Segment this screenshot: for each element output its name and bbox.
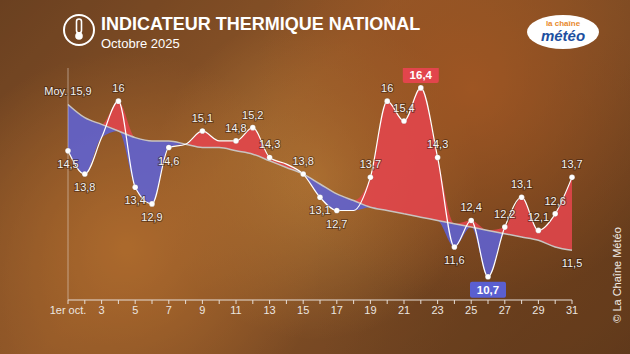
svg-text:13,1: 13,1 — [309, 204, 330, 216]
svg-text:21: 21 — [398, 304, 410, 316]
svg-text:13: 13 — [263, 304, 275, 316]
svg-text:27: 27 — [499, 304, 511, 316]
svg-text:17: 17 — [331, 304, 343, 316]
svg-text:12,2: 12,2 — [494, 208, 515, 220]
svg-text:10,7: 10,7 — [477, 284, 499, 296]
svg-text:14,6: 14,6 — [158, 155, 179, 167]
svg-text:15,1: 15,1 — [192, 112, 213, 124]
svg-text:11,5: 11,5 — [562, 257, 583, 269]
svg-text:13,8: 13,8 — [292, 155, 313, 167]
svg-text:7: 7 — [166, 304, 172, 316]
svg-text:3: 3 — [99, 304, 105, 316]
svg-text:15: 15 — [297, 304, 309, 316]
svg-text:11,6: 11,6 — [444, 254, 465, 266]
svg-text:12,4: 12,4 — [460, 201, 481, 213]
svg-text:19: 19 — [364, 304, 376, 316]
svg-text:5: 5 — [132, 304, 138, 316]
svg-text:14,3: 14,3 — [259, 138, 280, 150]
svg-text:12,9: 12,9 — [141, 211, 162, 223]
svg-text:12,7: 12,7 — [326, 218, 347, 230]
svg-text:13,7: 13,7 — [561, 158, 582, 170]
svg-text:Moy. 15,9: Moy. 15,9 — [44, 85, 92, 97]
svg-text:14,5: 14,5 — [57, 158, 78, 170]
svg-text:29: 29 — [532, 304, 544, 316]
svg-text:14,3: 14,3 — [427, 138, 448, 150]
svg-text:13,1: 13,1 — [511, 178, 532, 190]
svg-text:Octobre 2025: Octobre 2025 — [101, 36, 180, 51]
svg-text:14,8: 14,8 — [225, 122, 246, 134]
svg-text:INDICATEUR THERMIQUE NATIONAL: INDICATEUR THERMIQUE NATIONAL — [101, 14, 420, 34]
svg-text:16,4: 16,4 — [410, 69, 433, 81]
svg-text:9: 9 — [199, 304, 205, 316]
svg-text:13,4: 13,4 — [124, 194, 145, 206]
svg-text:23: 23 — [431, 304, 443, 316]
svg-text:15,2: 15,2 — [242, 109, 263, 121]
svg-text:12,1: 12,1 — [528, 211, 549, 223]
svg-text:1er oct.: 1er oct. — [50, 304, 87, 316]
svg-text:12,6: 12,6 — [544, 195, 565, 207]
svg-text:16: 16 — [112, 82, 124, 94]
svg-text:11: 11 — [230, 304, 241, 316]
svg-text:25: 25 — [465, 304, 477, 316]
svg-text:13,8: 13,8 — [74, 181, 95, 193]
svg-text:© La Chaîne Météo: © La Chaîne Météo — [611, 227, 623, 323]
svg-text:15,4: 15,4 — [393, 102, 414, 114]
svg-text:16: 16 — [381, 82, 393, 94]
svg-text:31: 31 — [566, 304, 578, 316]
svg-text:météo: météo — [541, 27, 585, 44]
svg-text:13,7: 13,7 — [360, 158, 381, 170]
svg-text:la chaîne: la chaîne — [545, 19, 581, 28]
